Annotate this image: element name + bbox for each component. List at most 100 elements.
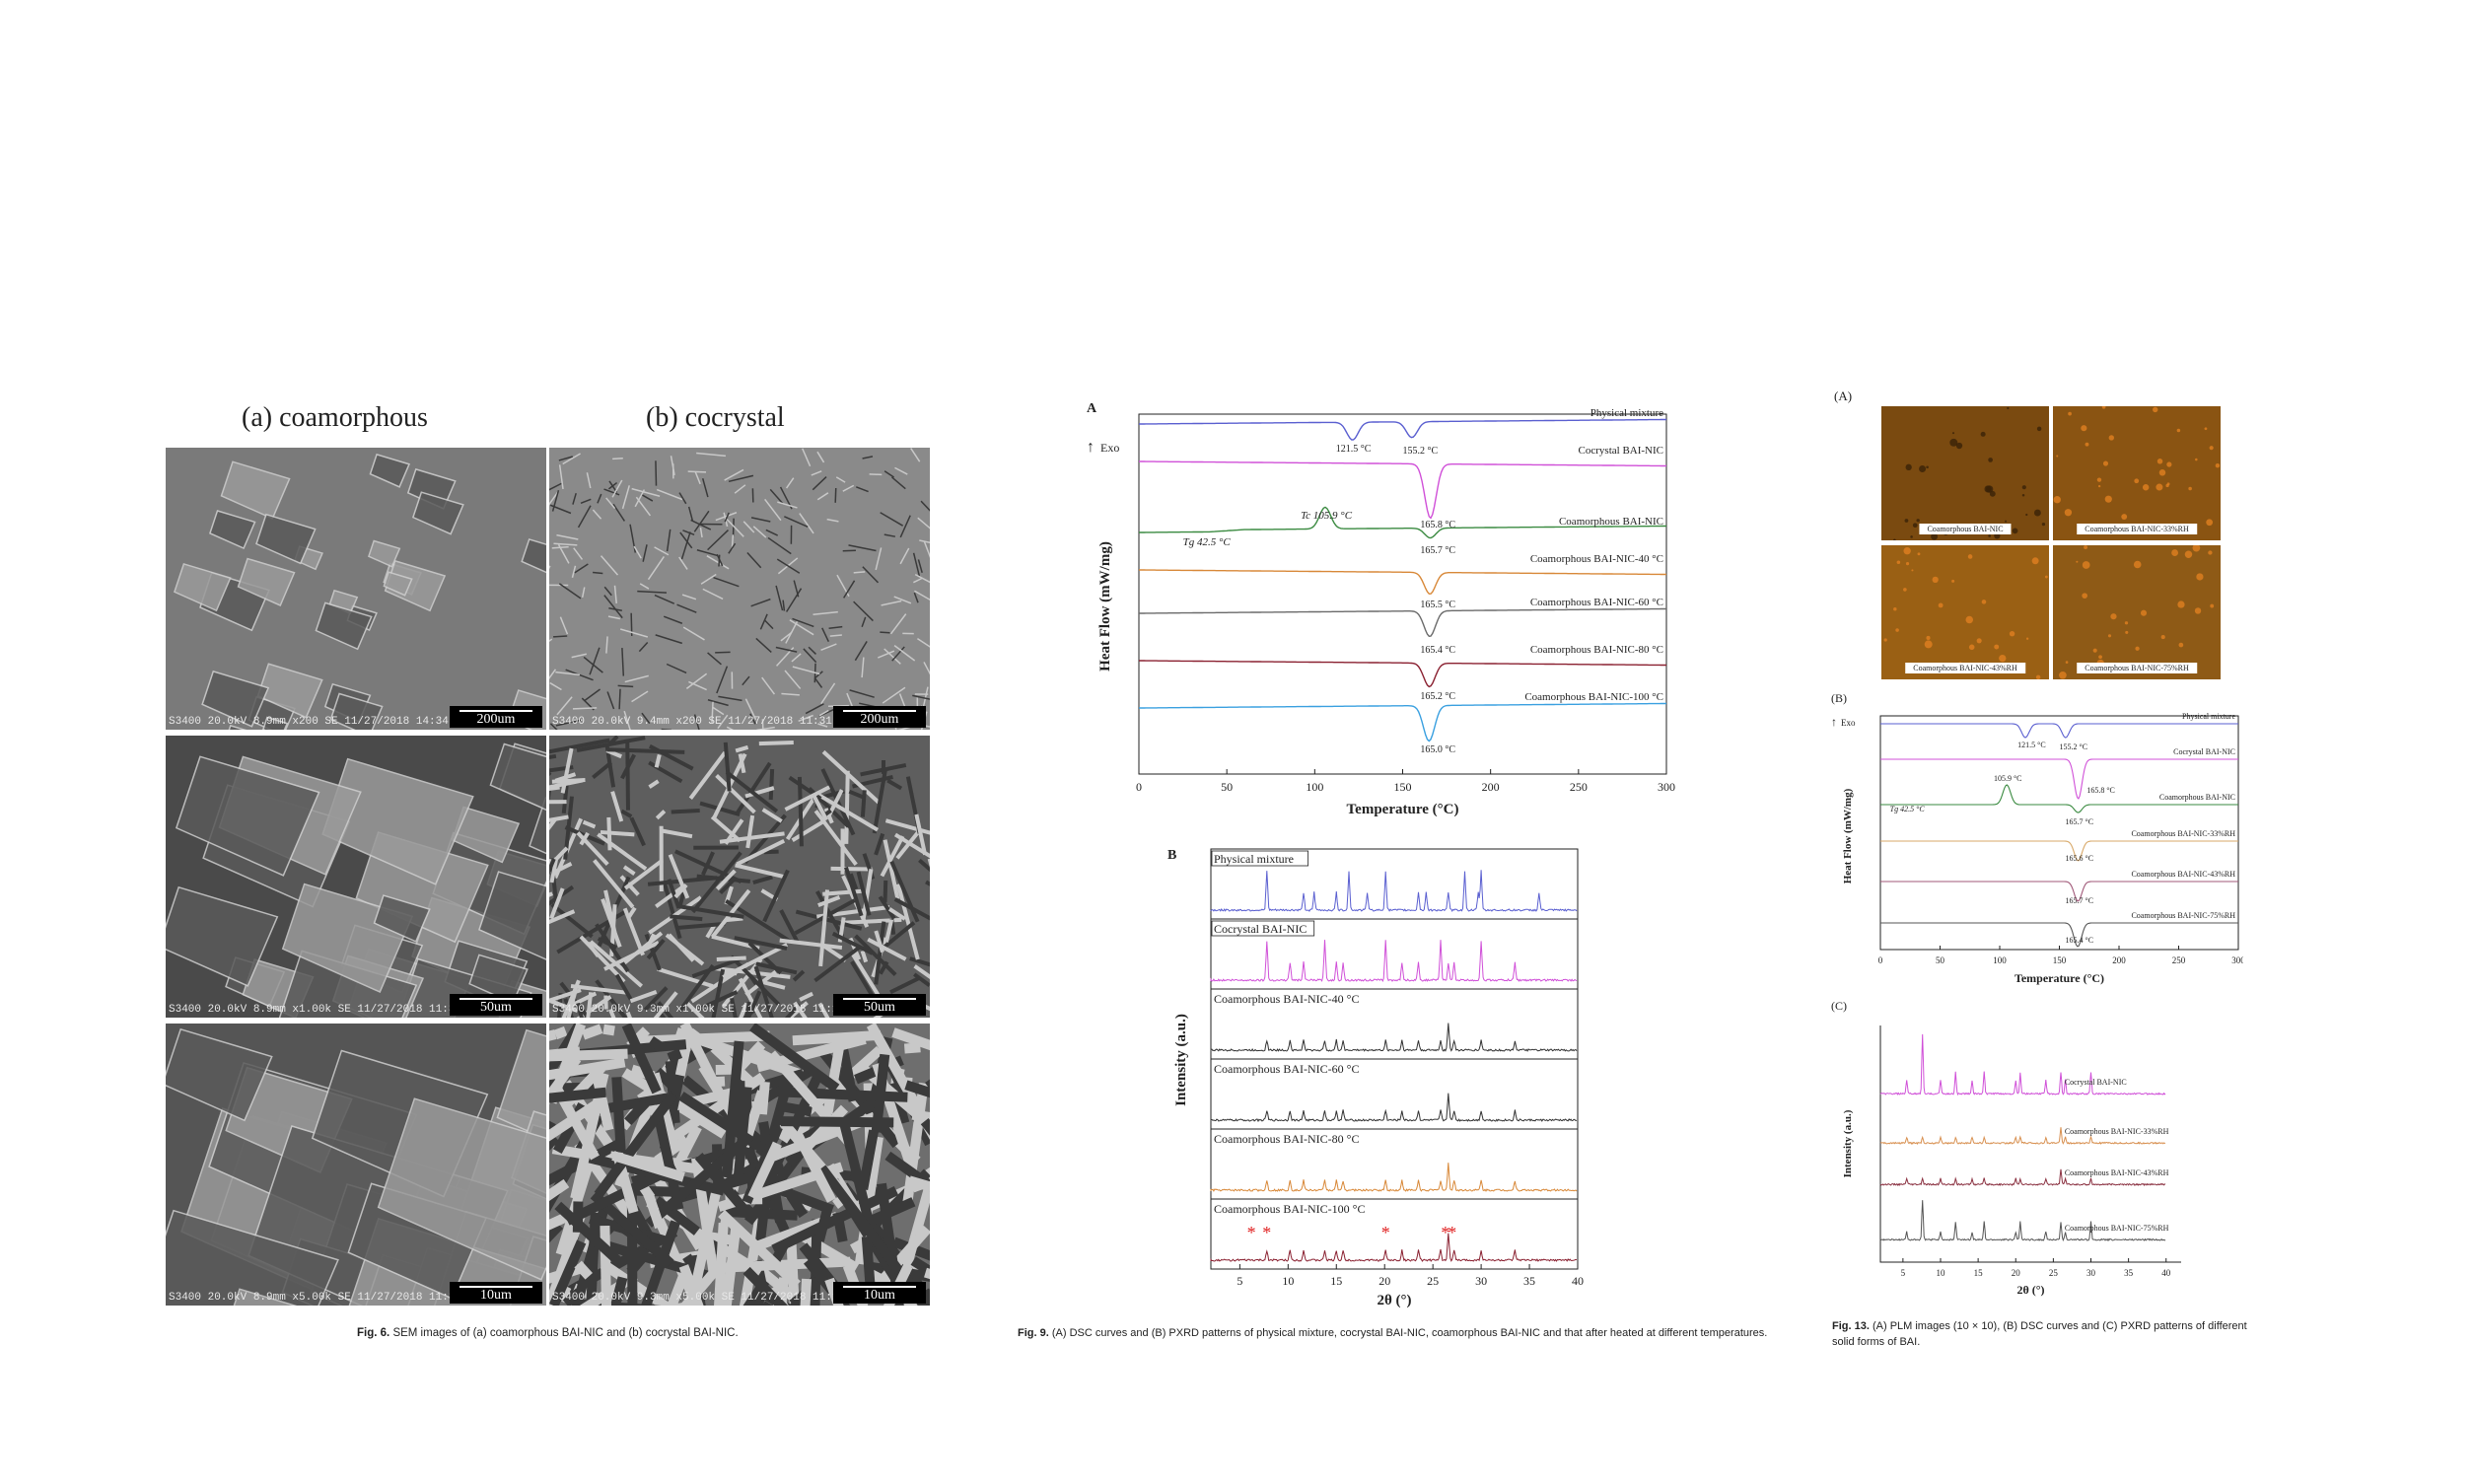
peak-label: 165.0 °C xyxy=(1420,744,1455,755)
crystal xyxy=(611,1151,685,1182)
crystal xyxy=(798,714,813,722)
crystal xyxy=(753,965,774,1018)
crystal xyxy=(869,473,883,476)
crystal xyxy=(572,707,598,710)
panel-label-b: (B) xyxy=(1831,691,1847,705)
pxrd-panel xyxy=(1210,1198,1579,1270)
crystal xyxy=(620,809,633,818)
plot-axes xyxy=(1879,1025,2181,1263)
panel-curve-label: Coamorphous BAI-NIC-100 °C xyxy=(1214,1202,1365,1216)
tg-label: Tg 42.5 °C xyxy=(1890,805,1926,813)
crystal xyxy=(581,587,586,599)
crystal xyxy=(549,1178,570,1202)
plm-particle xyxy=(2107,634,2112,638)
crystal xyxy=(582,819,597,829)
plm-particle xyxy=(1938,602,1944,608)
crystal xyxy=(600,829,635,837)
crystal xyxy=(716,666,729,694)
x-tick-label: 200 xyxy=(1482,780,1500,794)
crystal xyxy=(613,585,617,603)
plm-particle xyxy=(2065,661,2069,664)
plm-particle xyxy=(1967,554,1973,559)
crystal xyxy=(549,638,553,642)
plm-particle xyxy=(2021,485,2026,490)
panel-curve-label: Cocrystal BAI-NIC xyxy=(1214,922,1307,936)
crystal xyxy=(764,498,782,522)
crystal xyxy=(549,723,558,730)
crystal xyxy=(834,487,837,503)
peak-label: 165.6 °C xyxy=(2066,854,2094,863)
crystal xyxy=(880,921,916,952)
crystal xyxy=(606,816,612,851)
crystal xyxy=(624,674,649,683)
plm-particle xyxy=(2195,458,2198,461)
crystal xyxy=(614,973,633,1001)
crystal xyxy=(558,583,582,600)
star-marker: * xyxy=(1247,1223,1256,1242)
plm-particle xyxy=(1903,588,1907,592)
peak-label: 155.2 °C xyxy=(1403,446,1439,457)
dsc-curve xyxy=(1880,784,2238,813)
crystal xyxy=(918,858,930,873)
star-marker: * xyxy=(1441,1223,1449,1242)
crystal xyxy=(745,814,755,849)
crystal xyxy=(654,594,675,604)
crystal xyxy=(882,686,906,704)
crystal xyxy=(817,894,841,908)
plm-particle xyxy=(1965,615,1974,624)
plm-particle xyxy=(2140,609,2148,616)
pxrd-pattern xyxy=(1210,870,1578,913)
x-tick-label: 300 xyxy=(1658,780,1675,794)
crystal xyxy=(549,482,562,491)
particle xyxy=(521,538,546,574)
crystal xyxy=(566,988,578,1018)
crystal xyxy=(923,540,930,558)
crystal xyxy=(671,808,700,814)
crystal xyxy=(678,556,688,570)
crystal xyxy=(917,517,930,530)
plm-particle xyxy=(2059,671,2067,679)
crystal xyxy=(572,492,577,505)
crystal xyxy=(626,1252,648,1276)
plm-image: Coamorphous BAI-NIC xyxy=(1881,406,2049,540)
figure-9-caption: Fig. 9. (A) DSC curves and (B) PXRD patt… xyxy=(1018,1327,1767,1339)
crystal xyxy=(856,871,872,916)
pxrd-pattern xyxy=(1210,1023,1578,1052)
crystal xyxy=(715,512,738,522)
exo-label: Exo xyxy=(1100,441,1119,455)
crystal xyxy=(889,976,921,995)
plot-frame xyxy=(1138,413,1667,775)
crystal xyxy=(761,719,764,730)
crystal xyxy=(913,577,924,584)
plm-particle xyxy=(1955,442,1963,450)
x-tick-label: 10 xyxy=(1282,1274,1294,1288)
crystal xyxy=(608,1008,616,1018)
crystal xyxy=(611,479,623,498)
crystal xyxy=(679,531,693,549)
crystal xyxy=(631,487,661,497)
plm-particle xyxy=(2036,426,2042,432)
particle xyxy=(262,716,289,730)
crystal xyxy=(877,650,895,659)
crystal xyxy=(549,490,560,506)
scale-bar: 200um xyxy=(450,706,542,728)
x-tick-label: 15 xyxy=(1974,1268,1984,1278)
crystal xyxy=(676,603,697,613)
curve-label: Physical mixture xyxy=(2182,712,2235,721)
crystal xyxy=(549,753,557,759)
panel-label-a: A xyxy=(1087,401,1097,416)
crystal xyxy=(572,1201,584,1233)
dsc-curve xyxy=(1880,922,2238,948)
label-box xyxy=(1211,920,1315,937)
particle xyxy=(175,755,320,877)
crystal xyxy=(553,542,578,546)
crystal xyxy=(843,580,856,599)
crystal xyxy=(761,808,783,823)
crystal xyxy=(846,692,854,708)
curve-label: Cocrystal BAI-NIC xyxy=(2065,1078,2127,1087)
sem-metadata: S3400 20.0kV 9.3mm x1.00k SE 11/27/2018 … xyxy=(552,1004,846,1016)
sem-metadata: S3400 20.0kV 9.4mm x200 SE 11/27/2018 11… xyxy=(552,716,832,728)
dsc-curve xyxy=(1139,506,1666,539)
x-tick-label: 250 xyxy=(2172,955,2186,965)
crystal xyxy=(549,884,575,906)
